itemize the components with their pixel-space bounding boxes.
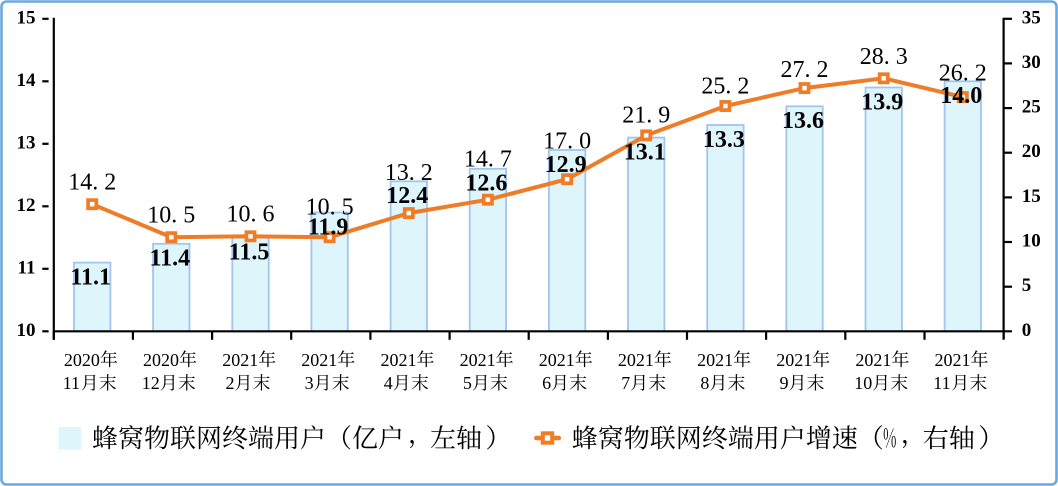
svg-text:14. 2: 14. 2 [68,170,116,196]
svg-text:12.9: 12.9 [545,152,587,178]
svg-text:4: 4 [384,373,393,393]
svg-text:10: 10 [854,373,872,393]
svg-text:30: 30 [1022,52,1041,73]
svg-text:12.4: 12.4 [386,183,428,209]
svg-text:28. 3: 28. 3 [860,44,908,70]
svg-text:0: 0 [1022,320,1032,341]
svg-text:25: 25 [1022,97,1041,118]
svg-text:11.1: 11.1 [70,264,111,290]
svg-text:17. 0: 17. 0 [543,129,591,155]
svg-text:11.9: 11.9 [308,214,349,240]
svg-text:9: 9 [780,373,789,393]
svg-text:2021: 2021 [301,350,337,370]
svg-text:35: 35 [1022,7,1041,28]
svg-text:8: 8 [700,373,709,393]
svg-text:2021: 2021 [935,350,971,370]
svg-text:6: 6 [542,373,551,393]
svg-text:10. 5: 10. 5 [306,195,354,221]
svg-text:11.4: 11.4 [149,246,190,272]
svg-text:2021: 2021 [222,350,258,370]
svg-text:2020: 2020 [143,350,179,370]
svg-text:11.5: 11.5 [229,239,270,265]
svg-text:2021: 2021 [618,350,654,370]
svg-text:2021: 2021 [539,350,575,370]
svg-text:2021: 2021 [697,350,733,370]
svg-text:25. 2: 25. 2 [701,74,749,100]
svg-text:11: 11 [933,373,950,393]
svg-text:11: 11 [63,373,80,393]
svg-text:2020: 2020 [64,350,100,370]
svg-text:2021: 2021 [855,350,891,370]
svg-text:11: 11 [18,257,36,278]
svg-text:26. 2: 26. 2 [939,61,987,87]
svg-text:14. 7: 14. 7 [464,147,512,173]
svg-text:10: 10 [17,320,36,341]
svg-text:14: 14 [17,70,37,91]
svg-text:27. 2: 27. 2 [781,57,829,83]
svg-text:12.6: 12.6 [465,171,507,197]
svg-text:10. 6: 10. 6 [227,202,275,228]
svg-text:13.3: 13.3 [703,127,745,153]
svg-text:13. 2: 13. 2 [385,160,433,186]
svg-text:15: 15 [1022,186,1041,207]
svg-text:10: 10 [1022,231,1041,252]
svg-text:20: 20 [1022,141,1041,162]
svg-text:13.1: 13.1 [624,139,666,165]
svg-text:10. 5: 10. 5 [147,202,195,228]
svg-text:7: 7 [621,373,630,393]
svg-text:3: 3 [305,373,314,393]
svg-text:5: 5 [463,373,472,393]
svg-text:2021: 2021 [460,350,496,370]
svg-text:2: 2 [226,373,235,393]
svg-text:13.6: 13.6 [782,108,824,134]
svg-text:12: 12 [17,195,36,216]
svg-text:14.0: 14.0 [940,83,982,109]
svg-text:2021: 2021 [381,350,417,370]
svg-text:21. 9: 21. 9 [622,103,670,129]
svg-text:13.9: 13.9 [861,89,903,115]
svg-text:5: 5 [1022,275,1032,296]
svg-text:2021: 2021 [776,350,812,370]
svg-text:13: 13 [17,132,36,153]
svg-text:12: 12 [142,373,160,393]
svg-text:15: 15 [17,7,36,28]
